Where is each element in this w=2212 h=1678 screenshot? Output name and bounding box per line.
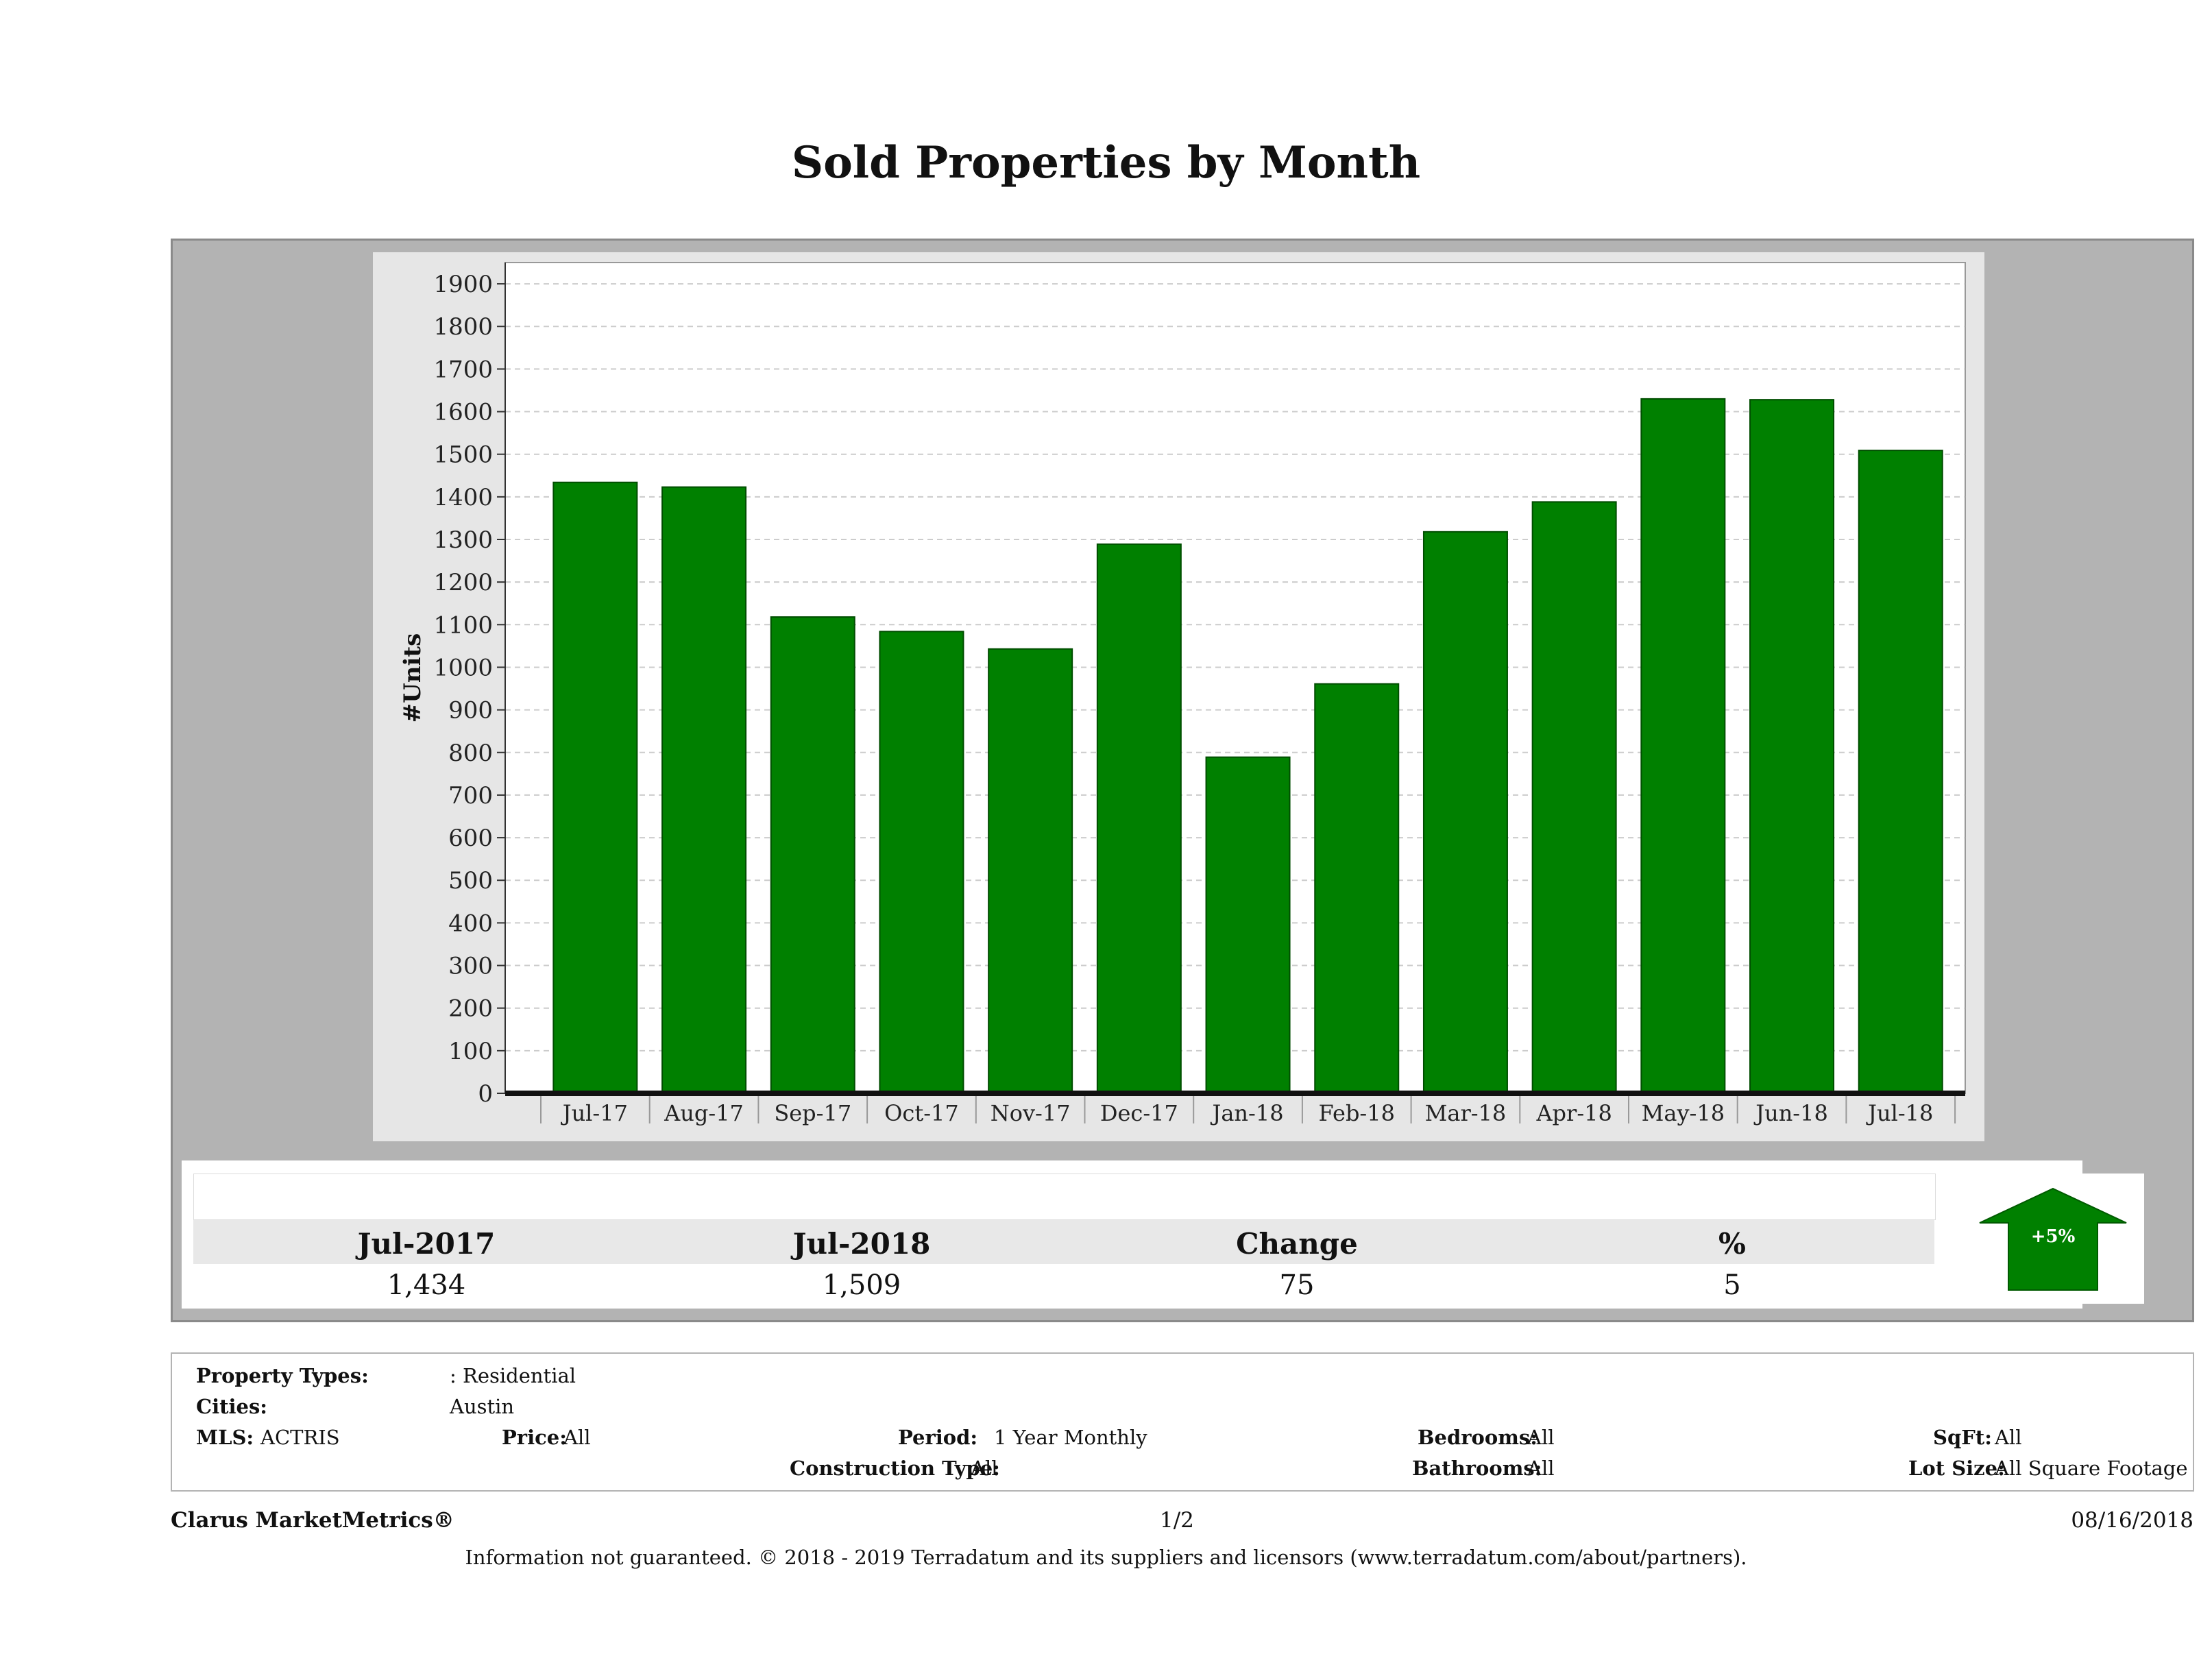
bar-nov-17 [988, 648, 1073, 1094]
summary-value-start: 1,434 [387, 1269, 466, 1301]
lot-size-label: Lot Size: [1908, 1457, 2005, 1480]
bar-jun-18 [1749, 399, 1835, 1094]
bar-oct-17 [879, 631, 964, 1094]
period: Period: [898, 1426, 977, 1449]
x-tick-label: Apr-18 [1535, 1100, 1612, 1126]
y-tick-label: 1400 [433, 484, 493, 511]
y-tick-label: 0 [478, 1080, 493, 1108]
bar-apr-18 [1531, 501, 1617, 1094]
summary-value-percent: 5 [1723, 1269, 1741, 1301]
summary-header-end: Jul-2018 [792, 1227, 931, 1261]
period-value: 1 Year Monthly [994, 1426, 1147, 1449]
bar-mar-18 [1422, 531, 1508, 1094]
bar-sep-17 [770, 616, 855, 1094]
x-tick-label: Jan-18 [1211, 1100, 1284, 1126]
property-types: Property Types: [196, 1364, 369, 1387]
bar-feb-18 [1314, 683, 1400, 1094]
y-tick-label: 700 [448, 782, 493, 810]
cities-value: Austin [450, 1395, 515, 1418]
bar-may-18 [1640, 398, 1726, 1094]
x-tick-label: Nov-17 [990, 1100, 1071, 1126]
change-badge-label: +5% [2031, 1226, 2076, 1247]
y-tick-label: 600 [448, 825, 493, 852]
price: Price: [502, 1426, 567, 1449]
property-types-label: Property Types: [196, 1364, 369, 1387]
y-tick-label: 1500 [433, 441, 493, 469]
construction-label: Construction Type: [790, 1457, 1000, 1480]
criteria-box [171, 1352, 2194, 1492]
bar-aug-17 [661, 486, 747, 1094]
period-label: Period: [898, 1426, 978, 1449]
sqft-label: SqFt: [1933, 1426, 1992, 1449]
summary-header-change: Change [1236, 1227, 1358, 1261]
cities-label: Cities: [196, 1395, 267, 1418]
summary-header-percent: % [1718, 1227, 1746, 1261]
x-tick-label: Aug-17 [664, 1100, 744, 1126]
bar-jul-17 [552, 481, 638, 1094]
summary-header-row: Jul-2017 Jul-2018 Change % [193, 1220, 1934, 1264]
summary-header-start: Jul-2017 [357, 1227, 496, 1261]
y-tick-label: 1800 [433, 313, 493, 341]
y-tick-label: 200 [448, 995, 493, 1023]
y-tick-label: 1200 [433, 569, 493, 596]
bathrooms-label: Bathrooms: [1412, 1457, 1542, 1480]
x-tick-label: Feb-18 [1319, 1100, 1395, 1126]
y-tick-label: 1700 [433, 356, 493, 383]
sqft: SqFt: [1933, 1426, 1992, 1449]
y-tick-label: 500 [448, 867, 493, 895]
x-tick-label: Dec-17 [1100, 1100, 1178, 1126]
y-tick-label: 1300 [433, 526, 493, 554]
x-tick-label: Sep-17 [774, 1100, 851, 1126]
x-tick-label: Mar-18 [1425, 1100, 1507, 1126]
summary-value-end: 1,509 [822, 1269, 901, 1301]
cities: Cities: [196, 1395, 267, 1418]
lot-size-value: All Square Footage [1995, 1457, 2188, 1480]
y-tick-label: 900 [448, 697, 493, 725]
y-tick-label: 1100 [433, 611, 493, 639]
x-tick-label: Jul-18 [1866, 1100, 1933, 1126]
bedrooms-label: Bedrooms: [1418, 1426, 1538, 1449]
bar-jan-18 [1205, 756, 1291, 1095]
page-title: Sold Properties by Month [791, 137, 1421, 189]
x-tick-label: Jul-17 [561, 1100, 628, 1126]
summary-blank-row [193, 1174, 1936, 1220]
y-tick-label: 300 [448, 953, 493, 980]
mls-label: MLS: [196, 1426, 254, 1449]
x-tick-label: May-18 [1642, 1100, 1725, 1126]
mls-value: ACTRIS [260, 1426, 340, 1449]
bedrooms-value: All [1527, 1426, 1555, 1449]
y-axis-label: #Units [399, 633, 426, 723]
lot-size: Lot Size: [1908, 1457, 2005, 1480]
price-label: Price: [502, 1426, 567, 1449]
change-badge: +5% [1962, 1174, 2144, 1304]
construction: Construction Type: [790, 1457, 1000, 1480]
bathrooms-value: All [1527, 1457, 1555, 1480]
mls: MLS: [196, 1426, 254, 1449]
y-tick-label: 400 [448, 910, 493, 937]
footer-date: 08/16/2018 [2071, 1508, 2193, 1533]
bedrooms: Bedrooms: [1418, 1426, 1538, 1449]
x-tick-label: Oct-17 [884, 1100, 959, 1126]
bar-jul-18 [1858, 450, 1943, 1094]
sqft-value: All [1995, 1426, 2022, 1449]
property-types-value: : Residential [450, 1364, 576, 1387]
footer-disclaimer: Information not guaranteed. © 2018 - 201… [465, 1546, 1747, 1569]
up-arrow-icon: +5% [1979, 1187, 2127, 1291]
bar-dec-17 [1096, 543, 1182, 1094]
footer-page: 1/2 [1160, 1508, 1194, 1533]
x-tick-label: Jun-18 [1753, 1100, 1828, 1126]
price-value: All [563, 1426, 591, 1449]
y-tick-label: 1000 [433, 654, 493, 681]
footer-brand: Clarus MarketMetrics® [171, 1508, 454, 1533]
construction-value: All [971, 1457, 998, 1480]
y-tick-label: 1600 [433, 399, 493, 426]
y-tick-label: 100 [448, 1038, 493, 1065]
y-tick-label: 1900 [433, 271, 493, 298]
summary-values-row: 1,434 1,509 75 5 [193, 1265, 1934, 1305]
bathrooms: Bathrooms: [1412, 1457, 1542, 1480]
summary-value-change: 75 [1279, 1269, 1315, 1301]
y-tick-label: 800 [448, 740, 493, 767]
